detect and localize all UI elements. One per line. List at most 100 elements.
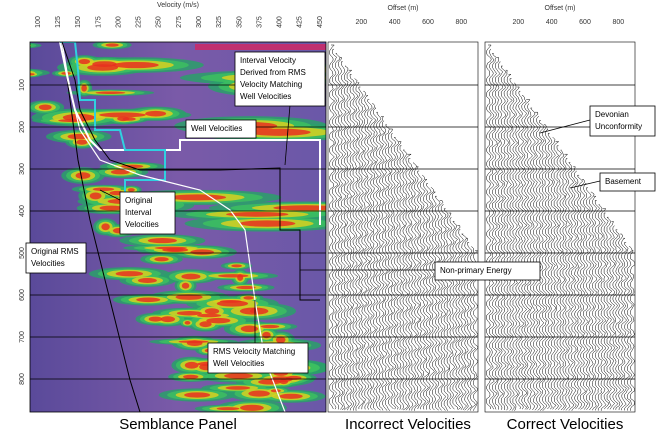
- semblance-blob: [181, 274, 200, 280]
- x-tick-label: 325: [216, 16, 223, 28]
- semblance-blob: [179, 340, 209, 343]
- semblance-blob: [136, 297, 160, 302]
- semblance-blob: [39, 104, 52, 110]
- semblance-blob: [96, 91, 126, 94]
- semblance-blob: [226, 212, 288, 217]
- x-tick-label: 275: [176, 16, 183, 28]
- semblance-blob: [183, 375, 198, 379]
- annotation-text: Interval Velocity: [240, 56, 296, 65]
- x-tick-label: 350: [236, 16, 243, 28]
- semblance-blob: [4, 44, 31, 48]
- annotation-text: Velocity Matching: [240, 80, 302, 89]
- semblance-blob: [128, 188, 135, 192]
- semblance-blob: [155, 247, 187, 250]
- x-tick-label: 150: [75, 16, 82, 28]
- semblance-blob: [239, 220, 295, 226]
- semblance-blob: [197, 314, 221, 318]
- semblance-blob: [6, 71, 28, 75]
- annotation-text: Unconformity: [595, 122, 642, 131]
- semblance-blob: [190, 249, 214, 254]
- semblance-blob: [205, 308, 219, 314]
- semblance-blob: [217, 407, 240, 410]
- annotation-text: Non-primary Energy: [440, 266, 512, 275]
- x-tick-label: 200: [115, 16, 122, 28]
- semblance-blob: [90, 192, 102, 199]
- semblance-blob: [243, 296, 253, 299]
- annotation-text: Interval: [125, 208, 151, 217]
- mute-band: [195, 44, 326, 50]
- offset-tick-label: 400: [389, 19, 401, 26]
- offset-tick-label: 600: [579, 19, 591, 26]
- semblance-blob: [100, 206, 123, 211]
- y-tick-label: 600: [19, 289, 26, 301]
- semblance-blob: [240, 405, 264, 411]
- semblance-blob: [161, 316, 175, 322]
- offset-axis-title: Offset (m): [545, 5, 576, 12]
- semblance-blob: [169, 194, 226, 200]
- x-axis-title: Velocity (m/s): [157, 2, 199, 9]
- y-tick-label: 100: [19, 79, 26, 91]
- semblance-blob: [184, 392, 210, 397]
- x-tick-label: 225: [136, 16, 143, 28]
- caption: Correct Velocities: [507, 416, 624, 433]
- semblance-blob: [199, 321, 211, 327]
- annotation-text: Velocities: [31, 259, 65, 268]
- semblance-blob: [81, 85, 87, 92]
- annotation-text: Original RMS: [31, 247, 79, 256]
- y-tick-label: 200: [19, 121, 26, 133]
- semblance-blob: [93, 187, 114, 191]
- figure: Velocity (m/s)10012515017520022525027530…: [0, 0, 667, 434]
- y-tick-label: 500: [19, 247, 26, 259]
- semblance-blob: [138, 278, 157, 283]
- y-tick-label: 800: [19, 373, 26, 385]
- semblance-blob: [27, 73, 35, 75]
- semblance-blob: [148, 238, 177, 243]
- semblance-blob: [261, 325, 280, 328]
- semblance-blob: [145, 111, 166, 117]
- semblance-blob: [87, 64, 118, 71]
- semblance-blob: [10, 44, 26, 47]
- semblance-blob: [218, 274, 248, 277]
- x-tick-label: 425: [297, 16, 304, 28]
- semblance-blob: [101, 223, 109, 230]
- caption: Incorrect Velocities: [345, 416, 471, 433]
- gather-correct: [485, 42, 635, 412]
- x-tick-label: 125: [55, 16, 62, 28]
- semblance-blob: [231, 264, 242, 267]
- semblance-blob: [220, 300, 242, 303]
- semblance-blob: [248, 391, 269, 397]
- x-tick-label: 450: [317, 16, 324, 28]
- semblance-blob: [79, 59, 91, 64]
- x-tick-label: 250: [156, 16, 163, 28]
- annotation-text: Basement: [605, 177, 642, 186]
- annotation-text: Well Velocities: [240, 92, 291, 101]
- offset-tick-label: 800: [455, 19, 467, 26]
- semblance-blob: [154, 257, 168, 261]
- semblance-blob: [105, 43, 118, 46]
- annotation-text: Derived from RMS: [240, 68, 306, 77]
- semblance-blob: [99, 112, 146, 117]
- semblance-blob: [224, 373, 253, 378]
- offset-tick-label: 200: [355, 19, 367, 26]
- y-tick-label: 400: [19, 205, 26, 217]
- x-tick-label: 100: [35, 16, 42, 28]
- semblance-blob: [116, 271, 144, 276]
- semblance-blob: [177, 311, 202, 315]
- y-tick-label: 700: [19, 331, 26, 343]
- y-tick-label: 300: [19, 163, 26, 175]
- offset-tick-label: 200: [512, 19, 524, 26]
- offset-tick-label: 400: [546, 19, 558, 26]
- semblance-blob: [241, 326, 258, 333]
- annotation-text: Velocities: [125, 220, 159, 229]
- x-tick-label: 300: [196, 16, 203, 28]
- offset-tick-label: 600: [422, 19, 434, 26]
- semblance-blob: [185, 321, 191, 325]
- semblance-blob: [240, 308, 268, 315]
- semblance-blob: [226, 386, 251, 390]
- annotation-text: Well Velocities: [191, 124, 242, 133]
- annotation-text: Original: [125, 196, 153, 205]
- caption: Semblance Panel: [119, 416, 237, 433]
- gather-incorrect: [328, 42, 478, 412]
- semblance-blob: [112, 62, 158, 68]
- x-tick-label: 375: [256, 16, 263, 28]
